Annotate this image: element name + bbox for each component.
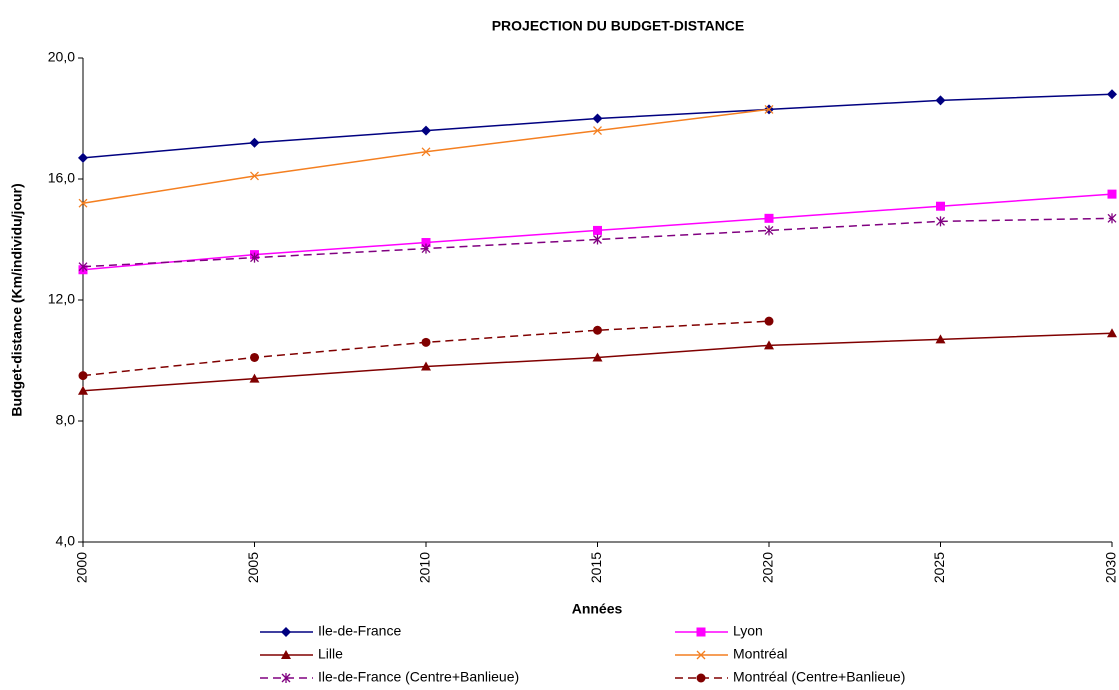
marker	[764, 340, 774, 350]
marker	[281, 673, 291, 683]
marker-stroke	[764, 104, 774, 114]
legend-label: Ile-de-France (Centre+Banlieue)	[318, 669, 519, 685]
x-tick-label: 2025	[931, 552, 947, 583]
marker	[1107, 213, 1117, 224]
marker	[281, 650, 291, 659]
y-tick-label: 8,0	[56, 412, 76, 428]
marker	[936, 216, 945, 227]
x-tick-label: 2000	[74, 552, 90, 583]
marker	[421, 361, 431, 371]
chart-title: PROJECTION DU BUDGET-DISTANCE	[492, 18, 745, 34]
marker-stroke	[593, 126, 602, 136]
series-line	[82, 108, 770, 204]
legend-label: Montréal (Centre+Banlieue)	[733, 669, 905, 685]
marker-stroke	[696, 650, 706, 660]
marker-stroke	[78, 198, 88, 208]
marker	[593, 325, 602, 335]
marker	[764, 225, 774, 236]
y-tick-label: 4,0	[56, 533, 76, 549]
x-tick-label: 2010	[417, 552, 433, 583]
marker	[593, 126, 602, 136]
marker	[1107, 189, 1117, 199]
marker	[1107, 328, 1117, 338]
legend-item: Ile-de-France (Centre+Banlieue)	[260, 669, 519, 685]
marker	[592, 113, 603, 124]
legend-label: Lyon	[733, 623, 763, 639]
marker	[78, 261, 88, 272]
marker	[764, 316, 774, 326]
marker	[936, 201, 945, 211]
marker	[78, 385, 88, 395]
x-tick-label: 2020	[760, 552, 776, 583]
y-tick-label: 12,0	[48, 291, 75, 307]
marker	[249, 137, 260, 148]
legend-label: Lille	[318, 646, 343, 662]
marker	[250, 252, 259, 263]
series-line	[82, 93, 1113, 159]
marker	[250, 352, 259, 362]
legend-item: Lille	[260, 646, 343, 662]
marker	[421, 337, 431, 347]
marker	[935, 95, 946, 106]
marker	[1107, 89, 1117, 100]
marker	[78, 371, 88, 381]
legend-item: Montréal (Centre+Banlieue)	[675, 669, 905, 685]
marker	[696, 673, 706, 683]
marker	[249, 373, 260, 383]
legend-label: Montréal	[733, 646, 787, 662]
marker	[250, 171, 259, 181]
x-tick-label: 2030	[1103, 552, 1119, 583]
marker	[593, 225, 602, 235]
marker	[696, 650, 706, 660]
marker	[592, 352, 603, 362]
marker	[421, 238, 431, 248]
legend-label: Ile-de-France	[318, 623, 401, 639]
legend-item: Montréal	[675, 646, 787, 662]
marker	[281, 627, 291, 637]
marker-stroke	[421, 147, 431, 157]
x-tick-label: 2015	[588, 552, 604, 583]
legend-item: Lyon	[675, 623, 763, 639]
marker	[421, 147, 431, 157]
marker	[421, 125, 431, 136]
series-line	[82, 332, 1113, 392]
marker	[78, 198, 88, 208]
y-tick-label: 16,0	[48, 170, 75, 186]
legend-item: Ile-de-France	[260, 623, 401, 639]
marker	[78, 152, 88, 163]
y-axis-title: Budget-distance (Km/individu/jour)	[9, 183, 25, 416]
x-axis-title: Années	[572, 601, 623, 617]
y-tick-label: 20,0	[48, 49, 75, 65]
marker-stroke	[250, 171, 259, 181]
marker	[421, 243, 431, 254]
marker	[764, 104, 774, 114]
marker	[696, 627, 706, 637]
marker	[593, 234, 602, 245]
marker	[935, 334, 946, 344]
x-tick-label: 2005	[245, 552, 261, 583]
marker	[764, 213, 774, 223]
